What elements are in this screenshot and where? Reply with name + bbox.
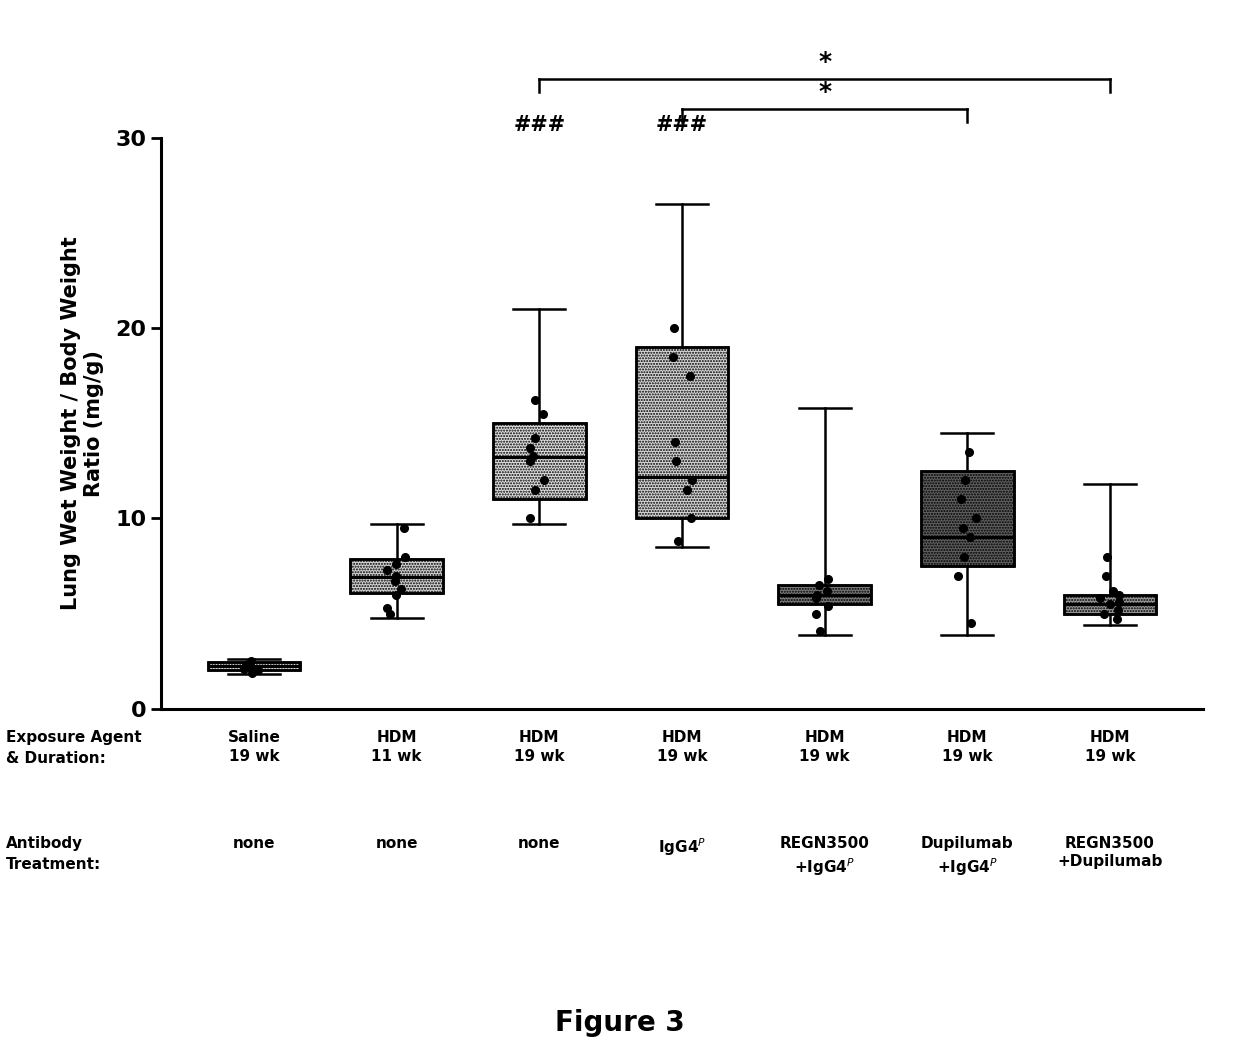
Bar — [350, 560, 443, 592]
Text: ###: ### — [513, 115, 565, 135]
Bar — [636, 347, 728, 518]
Bar — [350, 560, 443, 592]
Bar — [494, 423, 585, 499]
Text: Exposure Agent
& Duration:: Exposure Agent & Duration: — [6, 730, 141, 766]
Text: Dupilumab
+IgG4$^P$: Dupilumab +IgG4$^P$ — [921, 836, 1013, 877]
Bar — [494, 423, 585, 499]
Text: *: * — [818, 50, 831, 74]
Bar — [779, 585, 870, 604]
Text: REGN3500
+Dupilumab: REGN3500 +Dupilumab — [1058, 836, 1163, 870]
Bar — [207, 662, 300, 670]
Text: none: none — [376, 836, 418, 851]
Text: Figure 3: Figure 3 — [556, 1009, 684, 1037]
Text: *: * — [818, 79, 831, 104]
Y-axis label: Lung Wet Weight / Body Weight
Ratio (mg/g): Lung Wet Weight / Body Weight Ratio (mg/… — [61, 236, 104, 610]
Text: HDM
19 wk: HDM 19 wk — [1085, 730, 1136, 764]
Bar — [207, 662, 300, 670]
Bar — [921, 471, 1014, 566]
Text: HDM
11 wk: HDM 11 wk — [372, 730, 422, 764]
Bar — [921, 471, 1014, 566]
Text: HDM
19 wk: HDM 19 wk — [657, 730, 707, 764]
Bar — [779, 585, 870, 604]
Text: IgG4$^P$: IgG4$^P$ — [658, 836, 706, 858]
Text: HDM
19 wk: HDM 19 wk — [800, 730, 849, 764]
Text: HDM
19 wk: HDM 19 wk — [942, 730, 993, 764]
Bar — [1064, 595, 1157, 614]
Text: REGN3500
+IgG4$^P$: REGN3500 +IgG4$^P$ — [780, 836, 869, 877]
Text: HDM
19 wk: HDM 19 wk — [515, 730, 564, 764]
Text: ###: ### — [656, 115, 708, 135]
Text: Antibody
Treatment:: Antibody Treatment: — [6, 836, 102, 872]
Bar — [636, 347, 728, 518]
Text: Saline
19 wk: Saline 19 wk — [227, 730, 280, 764]
Text: none: none — [233, 836, 275, 851]
Bar — [1064, 595, 1157, 614]
Text: none: none — [518, 836, 560, 851]
